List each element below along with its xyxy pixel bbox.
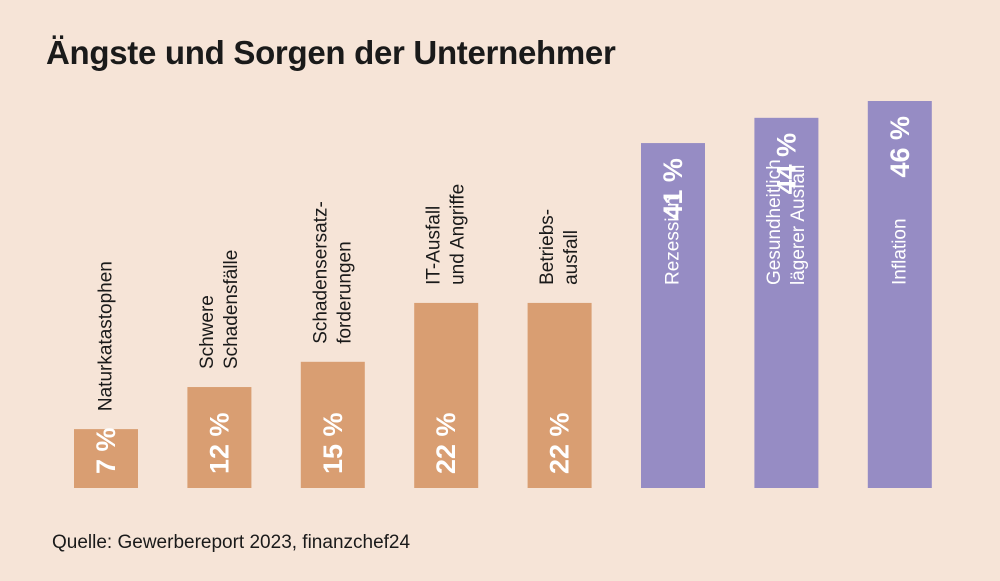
category-label-0-0: Naturkatastophen bbox=[96, 261, 117, 411]
category-label-2-0: Schadensersatz- bbox=[310, 201, 331, 344]
bar-3 bbox=[414, 302, 479, 488]
category-label-1-0: Schwere bbox=[197, 295, 218, 369]
value-label-0: 7 % bbox=[91, 427, 121, 474]
bar-6 bbox=[754, 117, 819, 489]
category-label-1-1: Schadensfälle bbox=[221, 250, 242, 369]
bar-5 bbox=[641, 143, 705, 488]
source-note: Quelle: Gewerbereport 2023, finanzchef24 bbox=[52, 532, 411, 553]
bar-2 bbox=[300, 361, 365, 488]
category-label-6-0: Gesundheitlich bbox=[764, 159, 785, 285]
value-label-6: 44 % bbox=[771, 133, 801, 195]
category-label-5-0: Rezession bbox=[663, 196, 684, 285]
bar-0 bbox=[74, 429, 138, 488]
value-label-5: 41 % bbox=[658, 158, 688, 220]
category-label-4-1: ausfall bbox=[561, 230, 582, 285]
category-label-3-1: und Angriffe bbox=[448, 184, 469, 285]
category-label-6-1: lägerer Ausfall bbox=[788, 165, 809, 285]
value-label-3: 22 % bbox=[431, 412, 461, 474]
category-label-4-0: Betriebs- bbox=[537, 209, 558, 285]
value-label-7: 46 % bbox=[885, 116, 915, 178]
category-label-2-1: forderungen bbox=[334, 241, 355, 343]
category-label-3-0: IT-Ausfall bbox=[424, 206, 445, 285]
category-label-7-0: Inflation bbox=[889, 218, 910, 285]
bar-7 bbox=[867, 101, 932, 488]
bar-4 bbox=[527, 302, 592, 488]
bar-1 bbox=[187, 387, 252, 488]
chart-title: Ängste und Sorgen der Unternehmer bbox=[46, 34, 616, 71]
value-label-4: 22 % bbox=[545, 412, 575, 474]
value-label-2: 15 % bbox=[318, 412, 348, 474]
value-label-1: 12 % bbox=[204, 412, 234, 474]
